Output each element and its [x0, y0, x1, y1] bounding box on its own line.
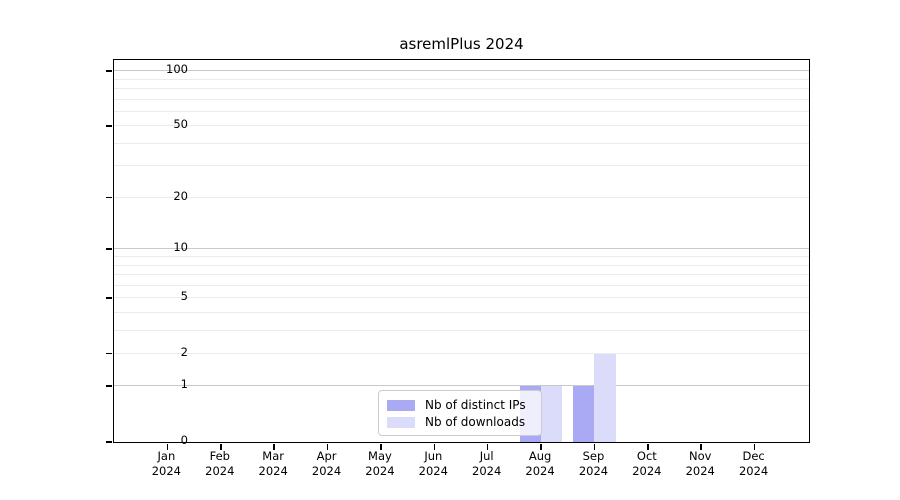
x-axis-tick [647, 444, 649, 450]
legend-swatch [387, 417, 415, 428]
x-axis-label: Aug 2024 [525, 449, 555, 478]
x-axis-tick [326, 444, 329, 450]
y-axis-label: 20 [173, 188, 188, 203]
x-axis-tick [593, 444, 596, 450]
y-axis-tick [106, 125, 112, 127]
x-axis-label: Mar 2024 [258, 449, 288, 478]
x-axis-label: Oct 2024 [632, 449, 662, 478]
minor-gridline [114, 352, 809, 354]
x-axis-label: Sep 2024 [578, 449, 609, 478]
x-axis-label: Jul 2024 [472, 449, 502, 478]
x-axis-tick [220, 444, 222, 450]
y-axis-label: 0 [180, 433, 188, 447]
x-axis-tick [540, 444, 542, 450]
y-axis-label: 5 [180, 289, 188, 304]
y-axis-tick [106, 70, 112, 72]
x-axis-tick [166, 444, 169, 450]
minor-gridline [114, 196, 809, 198]
x-axis-label: Dec 2024 [738, 449, 769, 478]
x-axis-tick [486, 444, 489, 450]
y-axis-label: 50 [173, 117, 188, 132]
minor-gridline [114, 110, 809, 112]
major-gridline [114, 248, 809, 250]
legend-label: Nb of distinct IPs [425, 398, 526, 412]
y-axis-tick [106, 196, 112, 199]
bar-sep-downloads [594, 353, 616, 442]
minor-gridline [114, 78, 809, 80]
minor-gridline [114, 284, 809, 286]
x-axis-label: Jun 2024 [418, 449, 448, 478]
bar-sep-distinct-ips [573, 386, 595, 442]
minor-gridline [114, 274, 809, 276]
chart-title: asremlPlus 2024 [399, 35, 524, 53]
minor-gridline [114, 88, 809, 90]
minor-gridline [114, 297, 809, 299]
bar-aug-downloads [541, 386, 563, 442]
y-axis-label: 1 [180, 377, 188, 392]
x-axis-tick [433, 444, 436, 450]
major-gridline [114, 70, 809, 72]
legend-entry-downloads: Nb of downloads [379, 414, 541, 431]
x-axis-label: May 2024 [365, 449, 395, 478]
x-axis-label: Jan 2024 [151, 449, 182, 478]
y-axis-tick [106, 297, 112, 299]
x-axis-tick [753, 444, 756, 450]
y-axis-label: 10 [173, 240, 188, 255]
y-axis-tick [106, 385, 112, 387]
minor-gridline [114, 264, 809, 266]
minor-gridline [114, 125, 809, 127]
y-axis-tick [106, 441, 112, 443]
y-axis-label: 2 [180, 344, 188, 359]
legend-swatch [387, 400, 415, 411]
minor-gridline [114, 329, 809, 331]
major-gridline [114, 385, 809, 387]
x-axis-label: Nov 2024 [685, 449, 715, 478]
y-axis-tick [106, 248, 112, 250]
x-axis-tick [273, 444, 275, 450]
y-axis-label: 100 [166, 62, 188, 77]
y-axis-tick [106, 352, 112, 355]
minor-gridline [114, 165, 809, 167]
legend: Nb of distinct IPs Nb of downloads [378, 390, 542, 436]
minor-gridline [114, 256, 809, 258]
minor-gridline [114, 311, 809, 313]
legend-entry-distinct-ips: Nb of distinct IPs [379, 397, 541, 414]
minor-gridline [114, 142, 809, 144]
x-axis-label: Apr 2024 [311, 449, 342, 478]
x-axis-tick [700, 444, 702, 450]
x-axis-tick [380, 444, 382, 450]
legend-label: Nb of downloads [425, 415, 526, 429]
x-axis-label: Feb 2024 [205, 449, 235, 478]
plot-area: Nb of distinct IPs Nb of downloads [106, 59, 810, 450]
minor-gridline [114, 98, 809, 100]
